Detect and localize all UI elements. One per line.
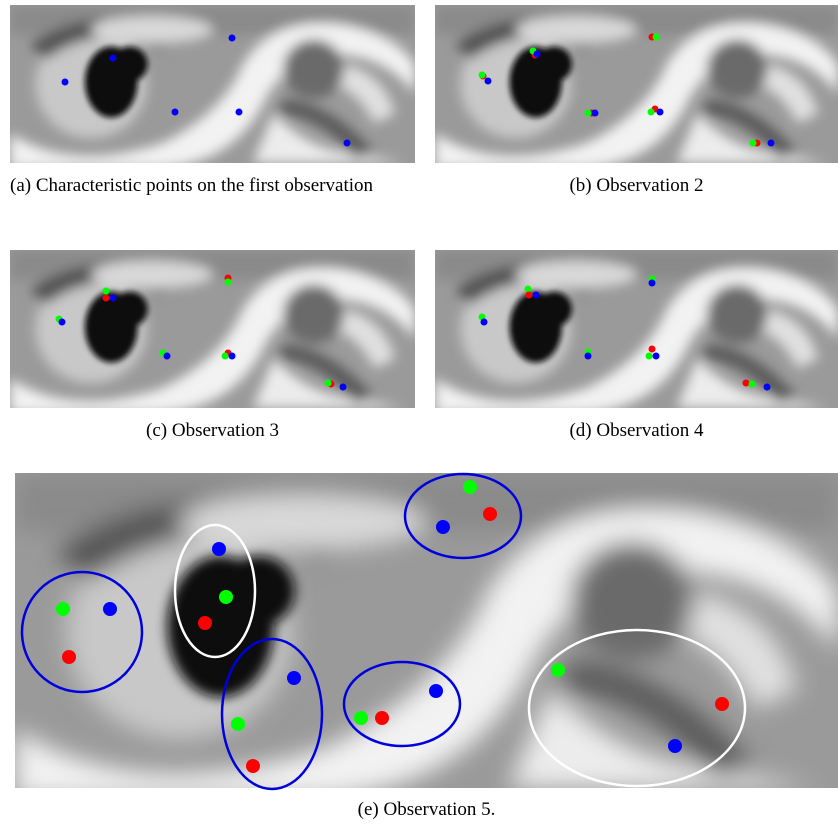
points-a [61,34,351,147]
image-e [15,473,838,798]
image-d [435,250,838,413]
points-c [55,274,347,391]
caption-e: (e) Observation 5. [357,799,496,820]
caption-d: (d) Observation 4 [569,420,704,441]
image-b [435,5,838,168]
points-b [478,33,775,147]
caption-c: (c) Observation 3 [146,420,279,441]
image-c [10,250,415,413]
regions-e [20,472,747,791]
image-a [10,5,415,168]
caption-a: (a) Characteristic points on the first o… [10,175,374,196]
points-e [56,480,729,773]
points-d [478,275,771,391]
caption-b: (b) Observation 2 [569,175,704,196]
